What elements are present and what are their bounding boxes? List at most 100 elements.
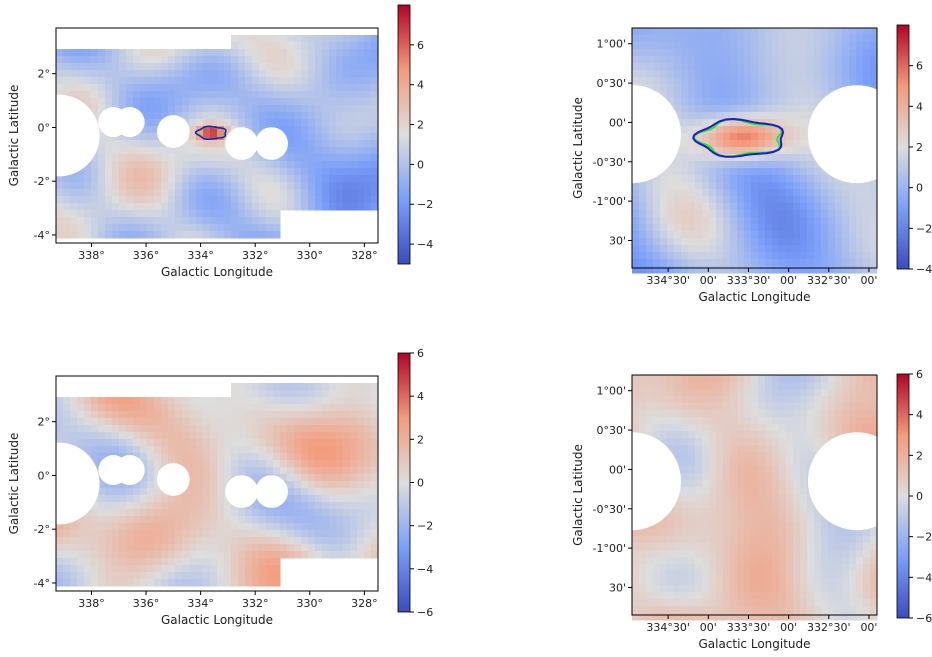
heatmap-cell — [175, 502, 183, 510]
heatmap-cell — [301, 203, 309, 211]
heatmap-cell — [350, 390, 358, 398]
heatmap-cell — [364, 49, 372, 57]
heatmap-cell — [709, 536, 717, 544]
heatmap-cell — [863, 564, 871, 572]
heatmap-cell — [688, 133, 696, 141]
x-tick-label: 338° — [78, 249, 105, 262]
heatmap-cell — [723, 410, 731, 418]
heatmap-cell — [646, 417, 654, 425]
heatmap-cell — [133, 77, 141, 85]
heatmap-cell — [821, 266, 829, 274]
heatmap-cell — [681, 168, 689, 176]
heatmap-cell — [814, 245, 822, 253]
heatmap-cell — [273, 175, 281, 183]
heatmap-cell — [364, 203, 372, 211]
heatmap-cell — [723, 196, 731, 204]
heatmap-cell — [688, 49, 696, 57]
heatmap-cell — [786, 529, 794, 537]
heatmap-cell — [828, 210, 836, 218]
heatmap-cell — [730, 585, 738, 593]
heatmap-cell — [688, 84, 696, 92]
heatmap-cell — [357, 411, 365, 419]
heatmap-cell — [653, 77, 661, 85]
heatmap-cell — [315, 537, 323, 545]
heatmap-cell — [91, 530, 99, 538]
heatmap-cell — [744, 84, 752, 92]
heatmap-cell — [828, 252, 836, 260]
heatmap-cell — [835, 564, 843, 572]
heatmap-cell — [224, 189, 232, 197]
heatmap-cell — [147, 460, 155, 468]
heatmap-cell — [154, 224, 162, 232]
heatmap-cell — [105, 49, 113, 57]
heatmap-cell — [210, 231, 218, 239]
heatmap-cell — [301, 537, 309, 545]
heatmap-cell — [765, 501, 773, 509]
heatmap-cell — [196, 63, 204, 71]
heatmap-cell — [91, 516, 99, 524]
heatmap-cell — [182, 516, 190, 524]
heatmap-cell — [350, 119, 358, 127]
heatmap-cell — [259, 217, 267, 225]
heatmap-cell — [350, 537, 358, 545]
heatmap-cell — [203, 558, 211, 566]
heatmap-cell — [751, 42, 759, 50]
heatmap-cell — [84, 446, 92, 454]
x-tick-label: 330° — [297, 597, 324, 610]
heatmap-cell — [744, 536, 752, 544]
heatmap-cell — [723, 84, 731, 92]
heatmap-cell — [821, 375, 829, 383]
heatmap-cell — [357, 544, 365, 552]
heatmap-cell — [646, 245, 654, 253]
heatmap-cell — [224, 460, 232, 468]
heatmap-cell — [112, 189, 120, 197]
heatmap-cell — [252, 439, 260, 447]
heatmap-cell — [259, 210, 267, 218]
heatmap-cell — [814, 585, 822, 593]
heatmap-cell — [779, 35, 787, 43]
heatmap-cell — [730, 466, 738, 474]
heatmap-cell — [154, 502, 162, 510]
heatmap-cell — [224, 439, 232, 447]
heatmap-cell — [828, 175, 836, 183]
heatmap-cell — [772, 35, 780, 43]
heatmap-cell — [814, 35, 822, 43]
heatmap-cell — [336, 56, 344, 64]
heatmap-cell — [730, 424, 738, 432]
heatmap-cell — [147, 425, 155, 433]
heatmap-cell — [751, 424, 759, 432]
heatmap-cell — [56, 404, 64, 412]
heatmap-cell — [709, 606, 717, 614]
heatmap-cell — [793, 63, 801, 71]
heatmap-cell — [217, 49, 225, 57]
heatmap-cell — [119, 572, 127, 580]
heatmap-cell — [329, 112, 337, 120]
heatmap-cell — [821, 403, 829, 411]
heatmap-cell — [70, 203, 78, 211]
heatmap-cell — [688, 252, 696, 260]
heatmap-cell — [737, 431, 745, 439]
heatmap-cell — [259, 460, 267, 468]
heatmap-cell — [357, 56, 365, 64]
heatmap-cell — [674, 189, 682, 197]
heatmap-cell — [779, 28, 787, 36]
heatmap-cell — [252, 35, 260, 43]
heatmap-cell — [301, 140, 309, 148]
heatmap-cell — [189, 418, 197, 426]
chart-panel-top-left: 338° 336° 334° 332° 330° 328°2°0°-2°-4°Galact… — [7, 4, 433, 279]
heatmap-cell — [287, 196, 295, 204]
heatmap-cell — [98, 224, 106, 232]
heatmap-cell — [259, 203, 267, 211]
heatmap-cell — [84, 523, 92, 531]
heatmap-cell — [168, 154, 176, 162]
heatmap-cell — [343, 63, 351, 71]
heatmap-cell — [84, 516, 92, 524]
heatmap-cell — [835, 410, 843, 418]
heatmap-cell — [730, 224, 738, 232]
heatmap-cell — [119, 495, 127, 503]
heatmap-cell — [709, 508, 717, 516]
heatmap-cell — [266, 91, 274, 99]
heatmap-cell — [112, 84, 120, 92]
heatmap-cell — [632, 70, 640, 78]
heatmap-cell — [350, 56, 358, 64]
